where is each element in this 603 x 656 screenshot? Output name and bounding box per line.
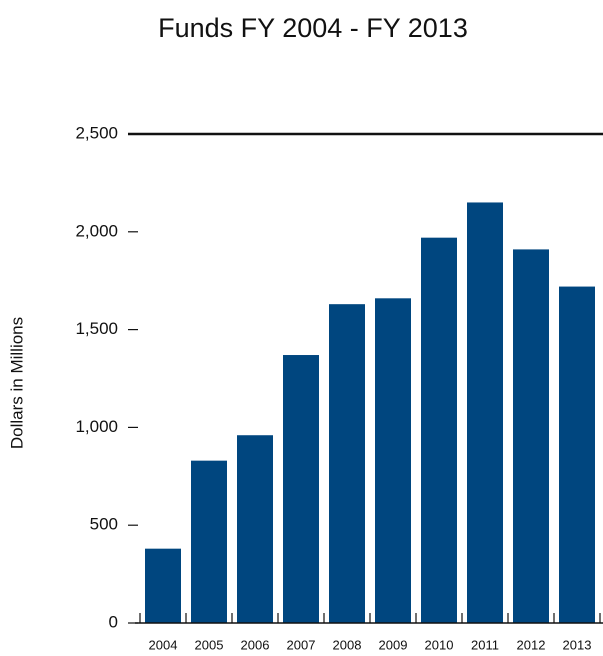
bar [237,435,273,623]
x-tick-label: 2012 [517,637,546,652]
y-tick-label: 2,500 [75,123,118,142]
bar [283,355,319,623]
y-tick-label: 2,000 [75,221,118,240]
x-tick-label: 2006 [241,637,270,652]
y-axis-label: Dollars in Millions [7,317,26,449]
y-tick-label: 1,000 [75,417,118,436]
y-tick-label: 0 [109,612,118,631]
x-tick-label: 2008 [333,637,362,652]
x-tick-label: 2005 [195,637,224,652]
x-tick-label: 2007 [287,637,316,652]
bar [375,298,411,623]
x-tick-label: 2011 [471,637,499,652]
bar [145,548,181,623]
x-tick-label: 2004 [149,637,178,652]
bar [513,249,549,624]
bar [421,237,457,623]
bar [559,286,595,623]
bar [329,304,365,623]
y-tick-label: 1,500 [75,319,118,338]
chart-title: Funds FY 2004 - FY 2013 [158,13,468,43]
bar [467,202,503,623]
y-tick-label: 500 [90,515,118,534]
x-tick-label: 2009 [379,637,408,652]
x-tick-label: 2010 [425,637,454,652]
bar [191,460,227,623]
x-tick-label: 2013 [563,637,592,652]
